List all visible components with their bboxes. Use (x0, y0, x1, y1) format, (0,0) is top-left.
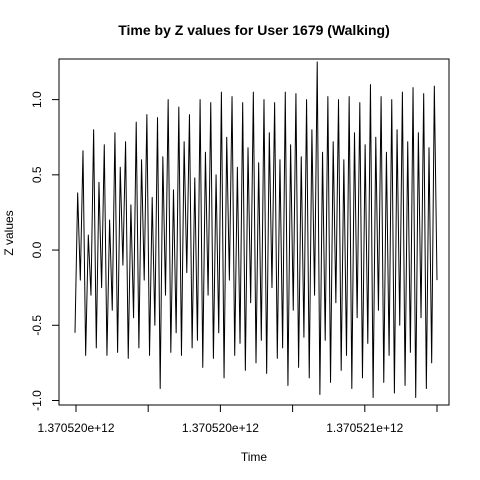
y-tick-label: -1.0 (30, 390, 44, 411)
y-tick-label: 0.0 (30, 241, 44, 258)
y-tick-label: 1.0 (30, 91, 44, 108)
y-tick-label: -0.5 (30, 315, 44, 336)
x-tick-label: 1.370520e+12 (37, 421, 114, 435)
series-layer (74, 61, 438, 398)
series-line (74, 61, 438, 398)
chart-title: Time by Z values for User 1679 (Walking) (118, 22, 390, 38)
x-axis-label: Time (241, 450, 268, 464)
y-tick-label: 0.5 (30, 166, 44, 183)
y-axis: -1.0 -0.5 0.0 0.5 1.0 (30, 91, 60, 411)
x-axis: 1.370520e+12 1.370520e+12 1.370521e+12 (37, 404, 438, 435)
x-tick-label: 1.370521e+12 (326, 421, 403, 435)
y-axis-label: Z values (2, 210, 16, 255)
x-tick-label: 1.370520e+12 (182, 421, 259, 435)
